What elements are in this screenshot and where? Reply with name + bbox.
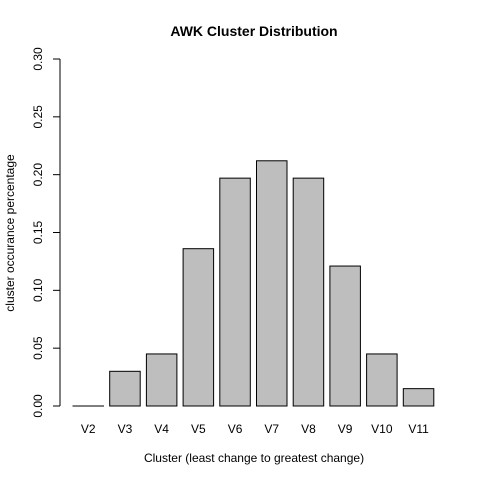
x-tick-label-v11: V11	[408, 422, 429, 436]
x-tick-label-v3: V3	[118, 422, 133, 436]
y-tick-label: 0.20	[31, 163, 45, 187]
y-tick-label: 0.30	[31, 47, 45, 71]
bar-v4	[145, 353, 178, 407]
bar-v10	[366, 353, 398, 407]
x-tick-label-v6: V6	[228, 422, 243, 436]
x-axis-label: Cluster (least change to greatest change…	[144, 451, 364, 465]
y-axis-label: cluster occurance percentage	[3, 154, 17, 312]
bar-v11	[402, 388, 435, 407]
x-tick-label-v5: V5	[191, 422, 206, 436]
bar-v3	[109, 370, 141, 407]
x-tick-label-v9: V9	[338, 422, 353, 436]
bar-v9	[329, 265, 361, 407]
x-tick-label-v2: V2	[81, 422, 96, 436]
y-tick-label: 0.10	[31, 278, 45, 302]
bar-v5	[182, 248, 215, 407]
y-tick-label: 0.15	[31, 220, 45, 244]
y-tick-label: 0.05	[31, 336, 45, 360]
y-tick-label: 0.00	[31, 394, 45, 418]
x-tick-label-v4: V4	[154, 422, 169, 436]
x-tick-label-v10: V10	[371, 422, 393, 436]
y-axis: 0.00 0.05 0.10 0.15 0.20 0.25 0.30	[31, 47, 61, 418]
bars-group	[72, 160, 435, 407]
y-tick-label: 0.25	[31, 105, 45, 129]
bar-v7	[256, 160, 288, 407]
x-tick-labels: V2 V3 V4 V5 V6 V7 V8 V9 V10 V11	[81, 422, 429, 436]
x-tick-label-v8: V8	[301, 422, 316, 436]
chart-title: AWK Cluster Distribution	[170, 23, 337, 39]
x-tick-label-v7: V7	[264, 422, 279, 436]
bar-v6	[219, 177, 251, 407]
bar-v8	[292, 177, 325, 407]
